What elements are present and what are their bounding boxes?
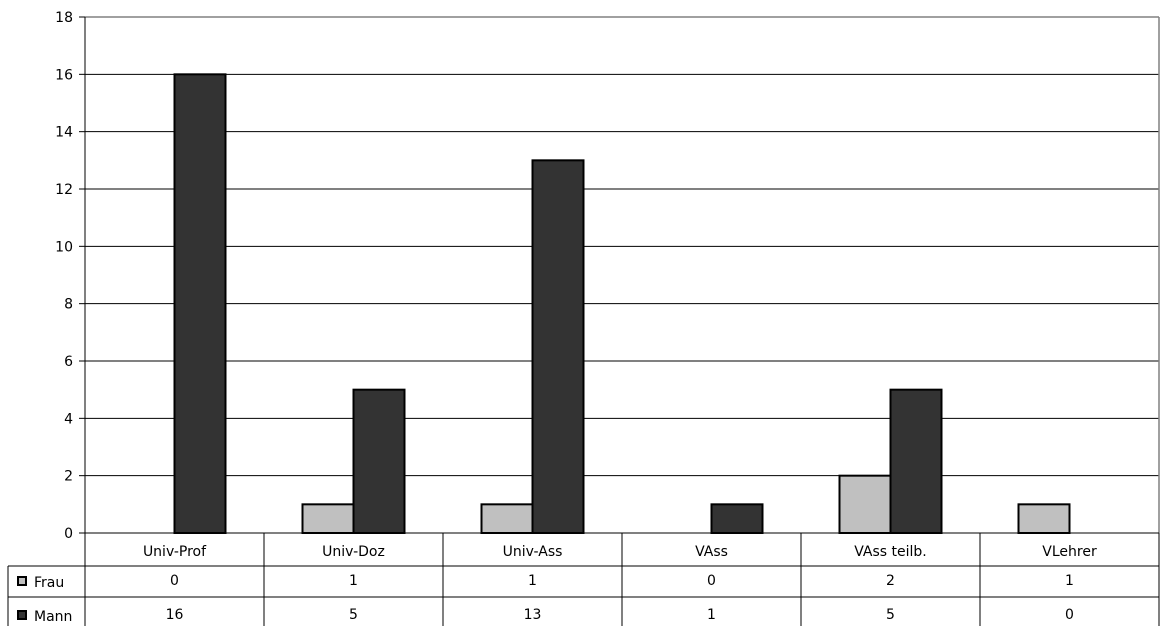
table-value-mann: 5 [349, 607, 358, 623]
legend-label-mann: Mann [34, 609, 72, 625]
bar-frau-2 [480, 503, 534, 535]
x-category-label: VAss [695, 544, 728, 560]
y-axis-ticks: 0 2 4 6 8 10 12 14 16 18 [55, 10, 85, 542]
legend-key-frau [17, 576, 27, 586]
y-tick-label: 6 [64, 354, 73, 370]
y-tick-label: 0 [64, 526, 73, 542]
x-category-label: Univ-Ass [503, 544, 563, 560]
table-value-frau: 0 [170, 573, 179, 589]
table-value-mann: 1 [707, 607, 716, 623]
table-value-mann: 5 [886, 607, 895, 623]
y-tick-label: 14 [55, 125, 73, 141]
x-category-label: Univ-Doz [322, 544, 385, 560]
y-tick-label: 18 [55, 10, 73, 26]
legend-label-frau: Frau [34, 575, 64, 591]
table-value-frau: 2 [886, 573, 895, 589]
table-value-frau: 1 [528, 573, 537, 589]
bar-frau-1 [301, 503, 355, 535]
y-tick-label: 12 [55, 182, 73, 198]
y-tick-label: 16 [55, 67, 73, 83]
table-value-mann: 16 [166, 607, 184, 623]
bar-frau-4 [838, 474, 892, 534]
table-value-frau: 1 [1065, 573, 1074, 589]
table-value-frau: 1 [349, 573, 358, 589]
x-category-label: VAss teilb. [854, 544, 927, 560]
table-value-mann: 13 [524, 607, 542, 623]
x-category-label: VLehrer [1042, 544, 1097, 560]
bar-mann-1 [352, 388, 406, 534]
bar-mann-0 [173, 73, 227, 534]
bar-mann-3 [710, 503, 764, 535]
axes [84, 16, 1160, 534]
legend-key-mann [17, 610, 27, 620]
y-tick-label: 2 [64, 469, 73, 485]
x-category-label: Univ-Prof [143, 544, 207, 560]
bar-mann-4 [889, 388, 943, 534]
y-tick-label: 4 [64, 411, 73, 427]
bars [173, 73, 1071, 535]
table-value-mann: 0 [1065, 607, 1074, 623]
y-tick-label: 10 [55, 239, 73, 255]
gridlines [85, 16, 1159, 477]
table-value-frau: 0 [707, 573, 716, 589]
data-table: Univ-Prof Univ-Doz Univ-Ass VAss VAss teilb.… [7, 533, 1160, 626]
bar-mann-2 [531, 159, 585, 534]
bar-frau-5 [1017, 503, 1071, 535]
y-tick-label: 8 [64, 297, 73, 313]
